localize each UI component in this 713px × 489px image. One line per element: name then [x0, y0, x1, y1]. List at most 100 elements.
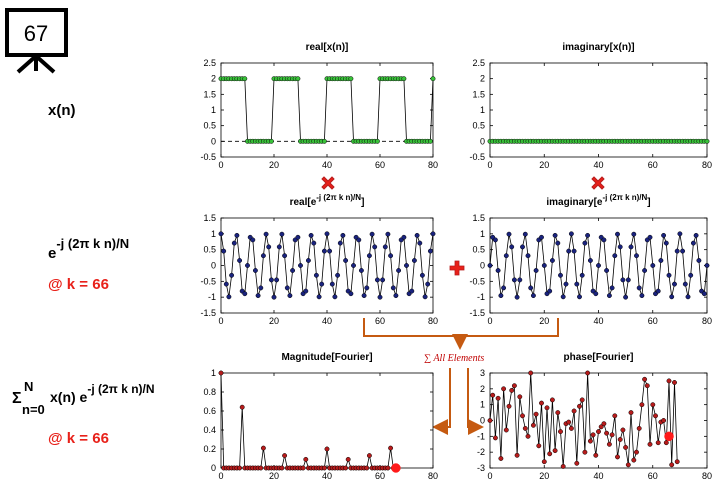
data-point [634, 253, 639, 259]
data-point [490, 392, 496, 398]
data-point [577, 403, 582, 409]
data-point [704, 263, 710, 268]
data-point [634, 449, 639, 455]
data-point [661, 232, 667, 238]
data-point [239, 404, 245, 410]
data-point [647, 441, 653, 447]
y-tick-label: -1 [477, 292, 485, 302]
data-point [385, 231, 391, 237]
data-point [642, 268, 648, 273]
data-point [669, 294, 675, 300]
svg-text:n=0: n=0 [22, 402, 45, 417]
data-point [520, 413, 525, 419]
data-point [495, 395, 501, 401]
data-point [579, 397, 585, 403]
data-point [313, 272, 319, 278]
sum-label: Σ N n=0 x(n) e-j (2π k n)/N [12, 379, 155, 417]
data-point [303, 456, 309, 462]
data-point [509, 244, 515, 250]
data-point [290, 268, 296, 273]
data-point [321, 248, 327, 254]
data-point [303, 288, 309, 294]
basis-label: e-j (2π k n)/N [48, 236, 129, 262]
data-point [419, 272, 425, 278]
y-tick-label: 0.5 [472, 245, 485, 255]
data-point [361, 293, 367, 299]
y-tick-label: -0.5 [469, 276, 485, 286]
data-point [625, 277, 631, 283]
data-point [501, 285, 507, 291]
svg-text:x(n) e-j (2π k n)/N: x(n) e-j (2π k n)/N [50, 382, 155, 405]
chart-real-x: real[x(n)]0 20 40 60 80-0.500.511.522.5 [200, 42, 438, 170]
data-point [506, 231, 512, 237]
data-point [693, 232, 699, 238]
x-tick-label: 20 [269, 316, 279, 326]
data-point [226, 294, 232, 300]
data-point [388, 445, 394, 451]
data-point [680, 248, 686, 254]
data-point [351, 263, 356, 268]
highlight-point [664, 431, 674, 442]
y-tick-label: 0.4 [203, 425, 216, 435]
data-point [258, 285, 264, 291]
data-point [623, 294, 629, 300]
data-point [252, 268, 258, 273]
data-point [380, 277, 386, 283]
data-point [587, 438, 593, 444]
plus-icon [449, 260, 465, 276]
data-point [528, 285, 534, 291]
data-point [364, 285, 370, 291]
data-point [411, 258, 417, 263]
data-point [541, 263, 547, 268]
y-tick-label: 0.8 [203, 387, 216, 397]
data-point [615, 454, 620, 460]
data-point [393, 293, 399, 299]
data-point [533, 268, 539, 273]
data-point [528, 370, 534, 376]
data-point [685, 294, 691, 300]
data-point [388, 253, 394, 259]
data-point [612, 413, 618, 419]
x-tick-label: 80 [428, 471, 438, 481]
data-point [263, 231, 269, 237]
data-point [547, 451, 553, 457]
data-point [300, 465, 306, 471]
data-point [650, 402, 656, 408]
data-point [498, 456, 504, 461]
data-point [672, 281, 677, 287]
data-point [596, 429, 601, 435]
slide-number: 67 [24, 21, 48, 46]
data-point [364, 465, 370, 471]
data-point [218, 370, 224, 376]
data-point [487, 263, 493, 268]
data-point [382, 244, 388, 250]
data-point [223, 281, 229, 287]
data-point [250, 237, 256, 243]
data-point [666, 272, 672, 278]
basis-k-label: @ k = 66 [48, 276, 109, 293]
y-tick-label: -1 [477, 431, 485, 441]
data-point [677, 231, 683, 237]
data-point [345, 456, 351, 462]
x-tick-label: 20 [539, 316, 549, 326]
data-point [298, 263, 303, 268]
y-tick-label: 0 [480, 136, 485, 146]
data-point [555, 410, 561, 416]
data-point [324, 231, 330, 237]
data-point [696, 258, 702, 263]
xn-label: x(n) [48, 102, 76, 119]
data-point [260, 445, 266, 451]
basis-formula: e-j (2π k n)/N [48, 236, 129, 262]
data-point [308, 232, 314, 238]
data-point [279, 465, 285, 471]
data-point [604, 268, 610, 273]
data-point [390, 285, 396, 291]
data-point [574, 281, 580, 287]
data-point [221, 248, 227, 254]
data-point [237, 465, 243, 471]
y-tick-label: 0 [480, 416, 485, 426]
data-point [366, 253, 372, 259]
data-point [525, 433, 531, 439]
data-point [374, 277, 380, 283]
data-point [688, 272, 694, 278]
